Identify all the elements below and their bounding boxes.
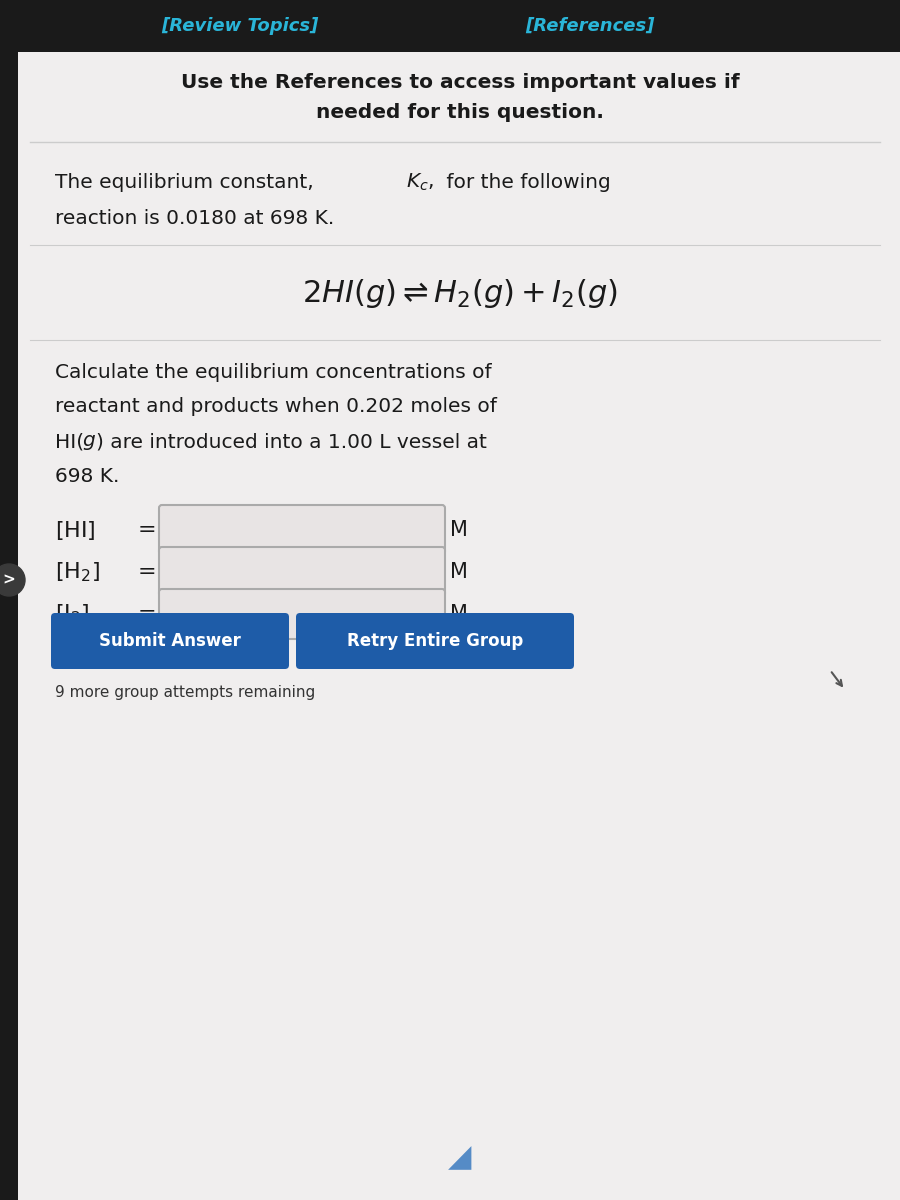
Text: >: > [3, 572, 15, 588]
Text: reaction is 0.0180 at 698 K.: reaction is 0.0180 at 698 K. [55, 209, 334, 228]
Text: $g$: $g$ [82, 432, 96, 451]
Text: ) are introduced into a 1.00 L vessel at: ) are introduced into a 1.00 L vessel at [96, 432, 487, 451]
Text: $K_c$,: $K_c$, [406, 172, 434, 193]
FancyBboxPatch shape [296, 613, 574, 670]
Text: Calculate the equilibrium concentrations of: Calculate the equilibrium concentrations… [55, 362, 491, 382]
Text: Retry Entire Group: Retry Entire Group [346, 632, 523, 650]
Text: HI(: HI( [55, 432, 84, 451]
FancyBboxPatch shape [51, 613, 289, 670]
Text: The equilibrium constant,: The equilibrium constant, [55, 173, 320, 192]
FancyBboxPatch shape [159, 589, 445, 638]
Text: $\mathit{2HI}(g) \rightleftharpoons \mathit{H_2}(g) + \mathit{I_2}(g)$: $\mathit{2HI}(g) \rightleftharpoons \mat… [302, 277, 618, 311]
Text: 698 K.: 698 K. [55, 468, 120, 486]
Text: for the following: for the following [440, 173, 611, 192]
Text: 9 more group attempts remaining: 9 more group attempts remaining [55, 684, 315, 700]
Text: needed for this question.: needed for this question. [316, 102, 604, 121]
Text: $[\mathrm{HI}]$: $[\mathrm{HI}]$ [55, 518, 95, 541]
Text: =: = [138, 520, 157, 540]
Bar [0, 0, 900, 52]
Text: Submit Answer: Submit Answer [99, 632, 241, 650]
Text: [References]: [References] [526, 17, 655, 35]
Text: M: M [450, 520, 468, 540]
Text: M: M [450, 604, 468, 624]
Text: [Review Topics]: [Review Topics] [161, 17, 319, 35]
Text: $[\mathrm{H_2}]$: $[\mathrm{H_2}]$ [55, 560, 100, 583]
Text: Use the References to access important values if: Use the References to access important v… [181, 72, 739, 91]
Text: ◢: ◢ [448, 1144, 472, 1172]
FancyBboxPatch shape [159, 547, 445, 596]
Text: =: = [138, 604, 157, 624]
Text: reactant and products when 0.202 moles of: reactant and products when 0.202 moles o… [55, 397, 497, 416]
Text: =: = [138, 562, 157, 582]
FancyBboxPatch shape [159, 505, 445, 554]
Bar [0, 0, 18, 1200]
Circle shape [0, 564, 25, 596]
Text: $[\mathrm{I_2}]$: $[\mathrm{I_2}]$ [55, 602, 90, 625]
Text: M: M [450, 562, 468, 582]
